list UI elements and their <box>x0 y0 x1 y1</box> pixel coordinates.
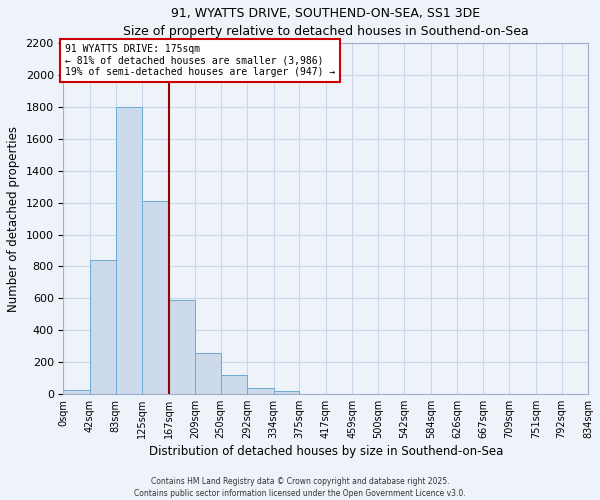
Bar <box>274 390 299 394</box>
Text: Contains HM Land Registry data © Crown copyright and database right 2025.
Contai: Contains HM Land Registry data © Crown c… <box>134 476 466 498</box>
Bar <box>64 390 90 394</box>
Bar <box>195 353 221 394</box>
Bar <box>142 201 169 394</box>
Bar <box>116 107 142 394</box>
Bar <box>169 300 195 394</box>
Bar <box>90 260 116 394</box>
X-axis label: Distribution of detached houses by size in Southend-on-Sea: Distribution of detached houses by size … <box>149 445 503 458</box>
Y-axis label: Number of detached properties: Number of detached properties <box>7 126 20 312</box>
Bar <box>247 388 274 394</box>
Text: 91 WYATTS DRIVE: 175sqm
← 81% of detached houses are smaller (3,986)
19% of semi: 91 WYATTS DRIVE: 175sqm ← 81% of detache… <box>65 44 335 78</box>
Bar <box>221 375 247 394</box>
Title: 91, WYATTS DRIVE, SOUTHEND-ON-SEA, SS1 3DE
Size of property relative to detached: 91, WYATTS DRIVE, SOUTHEND-ON-SEA, SS1 3… <box>123 7 529 38</box>
